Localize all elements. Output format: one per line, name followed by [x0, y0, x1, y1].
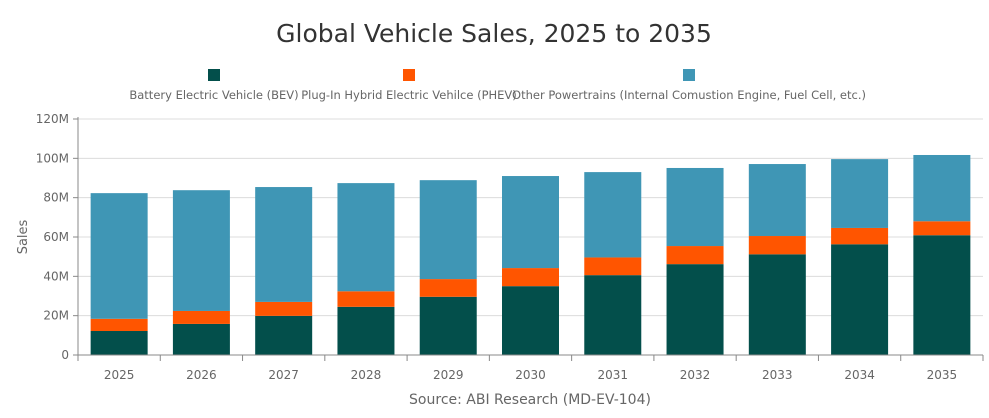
bar-2026	[172, 310, 230, 324]
bar-2025	[90, 331, 148, 355]
legend-swatch	[208, 69, 220, 81]
bar-2032	[666, 264, 724, 355]
x-tick-label: 2030	[515, 368, 546, 382]
legend-label: Other Powertrains (Internal Comustion En…	[512, 88, 866, 102]
y-tick-label: 40M	[43, 269, 69, 283]
bar-2029	[419, 180, 477, 280]
bar-2032	[666, 246, 724, 265]
bar-2029	[419, 296, 477, 355]
bar-2026	[172, 323, 230, 355]
bar-2031	[584, 275, 642, 355]
bar-2027	[255, 301, 313, 316]
bar-2028	[337, 183, 395, 292]
bar-2028	[337, 306, 395, 355]
legend-label: Battery Electric Vehicle (BEV)	[129, 88, 298, 102]
chart-title: Global Vehicle Sales, 2025 to 2035	[276, 19, 712, 48]
source-note: Source: ABI Research (MD-EV-104)	[409, 392, 651, 408]
bars	[90, 154, 971, 355]
legend-label: Plug-In Hybrid Electric Vehilce (PHEV)	[301, 88, 517, 102]
bar-2027	[255, 315, 313, 355]
bar-2025	[90, 318, 148, 332]
x-tick-label: 2034	[844, 368, 875, 382]
bar-2033	[748, 236, 806, 255]
bar-2035	[913, 235, 971, 355]
bar-2027	[255, 187, 313, 302]
x-tick-label: 2033	[762, 368, 793, 382]
bar-2028	[337, 291, 395, 307]
bar-2034	[831, 244, 889, 355]
axes: 0 20M 40M 60M 80M 100M 120M 2025 2026 2027 2028 202…	[36, 112, 984, 382]
bar-2034	[831, 159, 889, 228]
y-axis-label: Sales	[16, 219, 31, 254]
bar-2029	[419, 279, 477, 297]
bar-2031	[584, 172, 642, 258]
x-tick-label: 2029	[433, 368, 464, 382]
bar-2030	[502, 286, 559, 355]
bar-2031	[584, 257, 642, 276]
legend: Battery Electric Vehicle (BEV) Plug-In Hy…	[129, 69, 866, 102]
bar-2032	[666, 167, 724, 247]
x-tick-label: 2032	[680, 368, 711, 382]
y-tick-label: 120M	[36, 112, 69, 126]
bar-2033	[748, 164, 806, 237]
bar-2030	[502, 268, 559, 287]
y-tick-label: 60M	[43, 230, 69, 244]
y-tick-label: 20M	[43, 309, 69, 323]
bar-2026	[172, 190, 230, 311]
x-tick-label: 2028	[351, 368, 382, 382]
bar-2030	[502, 176, 559, 269]
bar-2025	[90, 193, 148, 319]
x-tick-label: 2027	[268, 368, 299, 382]
x-tick-label: 2025	[104, 368, 135, 382]
y-tick-label: 80M	[43, 191, 69, 205]
y-tick-label: 0	[61, 348, 69, 362]
y-tick-label: 100M	[36, 151, 69, 165]
legend-swatch	[683, 69, 695, 81]
bar-2035	[913, 221, 971, 236]
bar-2034	[831, 227, 889, 245]
bar-2035	[913, 154, 971, 222]
x-tick-label: 2031	[597, 368, 628, 382]
bar-2033	[748, 254, 806, 355]
x-tick-label: 2026	[186, 368, 217, 382]
x-tick-label: 2035	[927, 368, 958, 382]
legend-swatch	[403, 69, 415, 81]
